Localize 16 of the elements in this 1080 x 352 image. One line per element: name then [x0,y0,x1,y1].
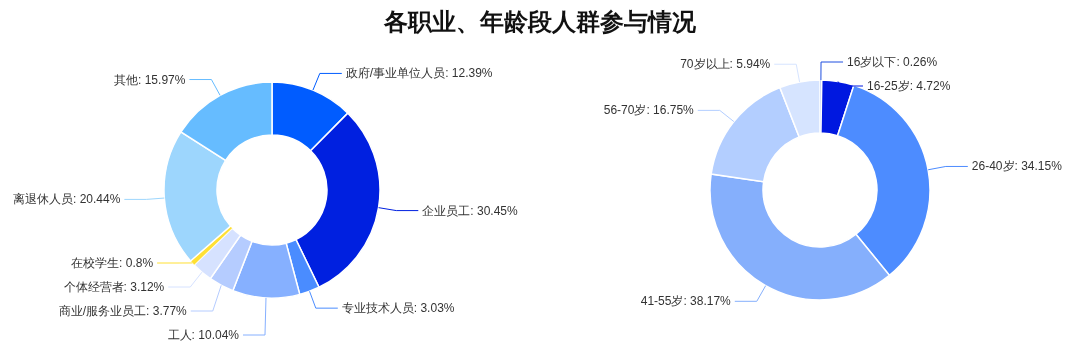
slice-label: 56-70岁: 16.75% [603,103,695,118]
slice-label: 70岁以上: 5.94% [680,57,771,72]
slice-label: 41-55岁: 38.17% [640,294,732,309]
slice-label: 专业技术人员: 3.03% [341,301,455,316]
slice-label: 个体经营者: 3.12% [63,280,165,294]
slice-label: 企业员工: 30.45% [422,203,518,218]
slice-label: 16岁以下: 0.26% [847,55,938,69]
slice-label: 工人: 10.04% [167,328,240,342]
chart-title: 各职业、年龄段人群参与情况 [383,8,697,35]
slice-label: 26-40岁: 34.15% [971,159,1063,174]
slice-label: 政府/事业单位人员: 12.39% [345,66,493,81]
slice-label: 离退休人员: 20.44% [12,192,121,207]
slice-label: 商业/服务业员工: 3.77% [58,304,188,318]
slice-label: 16-25岁: 4.72% [866,79,951,93]
slice-label: 其他: 15.97% [114,72,186,87]
slice-label: 在校学生: 0.8% [71,256,154,270]
